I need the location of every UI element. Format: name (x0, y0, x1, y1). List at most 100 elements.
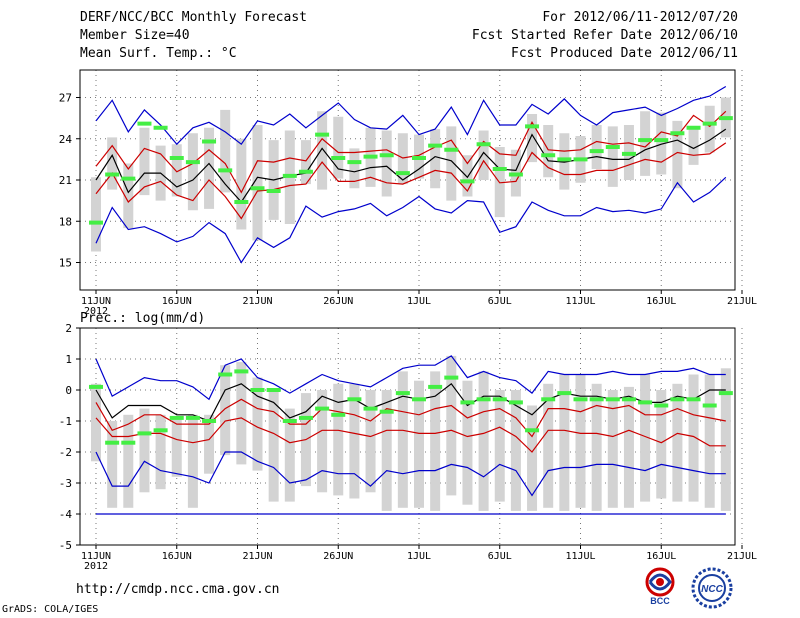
ensemble-bar (397, 371, 408, 508)
ensemble-bar (397, 133, 408, 185)
member-marker (573, 397, 588, 402)
member-marker (670, 397, 685, 402)
ensemble-bar (139, 408, 150, 493)
member-marker (298, 415, 313, 420)
ensemble-bar (478, 130, 489, 180)
member-marker (347, 160, 362, 165)
chart-title: DERF/NCC/BCC Monthly Forecast (80, 10, 307, 25)
x-tick-label: 11JUL (565, 551, 595, 562)
member-marker (121, 440, 136, 445)
y-tick-label: -2 (59, 446, 72, 459)
ensemble-bar (591, 383, 602, 511)
x-tick-label: 21JUN (242, 296, 272, 307)
x-year-label: 2012 (84, 561, 108, 572)
ensemble-bar (365, 390, 376, 493)
variable-label: Mean Surf. Temp.: °C (80, 46, 237, 61)
ensemble-bar (300, 140, 311, 185)
ensemble-bar (333, 116, 344, 179)
member-marker (347, 397, 362, 402)
member-marker (460, 179, 475, 184)
member-marker (605, 145, 620, 149)
member-marker (153, 428, 168, 433)
member-marker (428, 384, 443, 389)
member-marker (363, 154, 378, 159)
ensemble-bar (381, 390, 392, 511)
ensemble-bar (204, 414, 215, 474)
member-marker (670, 131, 685, 136)
ensemble-bar (284, 408, 295, 502)
member-marker (525, 428, 540, 433)
member-marker (395, 171, 410, 176)
member-marker (444, 375, 459, 380)
member-marker (718, 116, 733, 121)
x-tick-label: 21JUL (727, 296, 757, 307)
ensemble-bar (688, 374, 699, 502)
member-marker (654, 403, 669, 408)
member-marker (621, 151, 636, 156)
ensemble-bar (656, 390, 667, 499)
ensemble-bar (187, 414, 198, 508)
member-marker (169, 156, 184, 160)
ensemble-bar (220, 109, 231, 193)
x-tick-label: 16JUN (162, 296, 192, 307)
min-line (95, 176, 727, 264)
member-marker (379, 409, 394, 414)
member-marker (298, 169, 313, 174)
ensemble-bar (640, 374, 651, 502)
member-marker (573, 157, 588, 162)
ensemble-bar (171, 417, 182, 477)
y-tick-label: 2 (65, 322, 72, 335)
member-marker (412, 156, 426, 160)
x-tick-label: 21JUN (242, 551, 272, 562)
ensemble-bar (107, 421, 118, 508)
ensemble-bar (268, 390, 279, 502)
member-marker (315, 132, 330, 137)
member-marker (363, 406, 378, 411)
member-marker (557, 157, 572, 162)
member-marker (508, 400, 523, 405)
member-size: Member Size=40 (80, 28, 190, 43)
member-marker (492, 167, 507, 171)
ensemble-bar (236, 362, 247, 465)
member-marker (250, 388, 265, 392)
ensemble-bar (575, 374, 586, 508)
ncc-logo: NCC (691, 567, 733, 609)
produced-date: Fcst Produced Date 2012/06/11 (511, 46, 738, 61)
bcc-logo: BCC (645, 567, 675, 606)
ensemble-bar (349, 383, 360, 499)
ensemble-bar (171, 144, 182, 197)
min-line (95, 451, 726, 497)
member-marker (218, 372, 233, 377)
member-marker (185, 415, 200, 420)
x-tick-label: 6JUL (488, 551, 512, 562)
upper-spread-line (95, 398, 726, 438)
member-marker (525, 124, 540, 129)
ensemble-bar (640, 111, 651, 176)
ensemble-bar (414, 380, 424, 508)
plot-frame (79, 327, 736, 546)
member-marker (557, 391, 572, 396)
source-url[interactable]: http://cmdp.ncc.cma.gov.cn (76, 582, 280, 597)
ensemble-bar (139, 127, 150, 196)
ensemble-bar (607, 390, 618, 508)
member-marker (654, 138, 669, 143)
ensemble-bar (446, 355, 457, 496)
max-line (95, 355, 726, 401)
member-marker (589, 397, 604, 402)
y-tick-label: -1 (59, 415, 72, 428)
ensemble-bar (220, 365, 231, 456)
member-marker (266, 189, 281, 193)
ensemble-bar (333, 383, 344, 496)
ensemble-bar (478, 371, 489, 511)
member-marker (476, 142, 491, 147)
member-marker (89, 384, 103, 389)
member-marker (315, 406, 330, 411)
grads-credit: GrADS: COLA/IGES (2, 604, 99, 615)
member-marker (621, 397, 636, 402)
bcc-logo-text: BCC (650, 596, 670, 606)
member-marker (718, 391, 733, 396)
ensemble-bar (704, 374, 715, 508)
ensemble-bar (236, 138, 247, 230)
member-marker (428, 143, 443, 148)
